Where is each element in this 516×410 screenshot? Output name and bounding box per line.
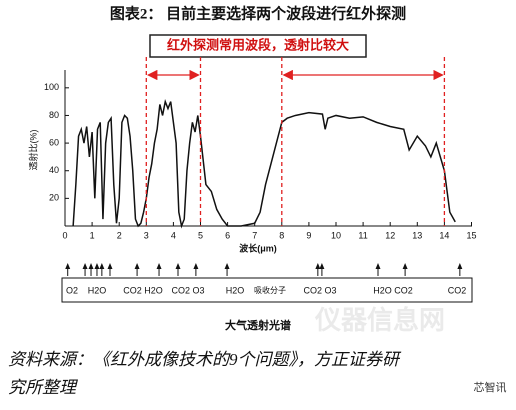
footer-line: 资料来源：《红外成像技术的9个问题》，方正证券研	[8, 350, 402, 369]
y-tick-label: 100	[44, 82, 59, 92]
y-tick-label: 20	[49, 193, 59, 203]
x-tick-label: 12	[385, 230, 395, 240]
x-tick-label: 6	[225, 230, 230, 240]
absorption-arrow-head	[193, 263, 199, 269]
absorption-arrow-head	[175, 263, 181, 269]
x-tick-label: 8	[279, 230, 284, 240]
x-tick-label: 1	[90, 230, 95, 240]
absorption-arrow-head	[319, 263, 325, 269]
y-tick-label: 40	[49, 165, 59, 175]
caption: 大气透射光谱	[225, 318, 291, 332]
x-tick-label: 7	[252, 230, 257, 240]
x-axis-label: 波长(μm)	[239, 242, 277, 253]
absorption-label: CO2 O3	[303, 285, 336, 295]
watermark: 芯智讯	[474, 380, 507, 394]
absorption-arrow-head	[375, 263, 381, 269]
absorption-label: H2O	[88, 285, 107, 295]
x-tick-label: 11	[358, 230, 367, 240]
absorption-arrow-head	[88, 263, 94, 269]
y-tick-label: 80	[49, 110, 59, 120]
y-axis-label: 透射比(%)	[27, 130, 38, 171]
watermark: 仪器信息网	[314, 305, 445, 335]
title: 图表2： 目前主要选择两个波段进行红外探测	[110, 4, 406, 22]
absorption-arrow-head	[65, 263, 71, 269]
x-tick-label: 4	[171, 230, 176, 240]
x-tick-label: 3	[144, 230, 149, 240]
absorption-arrow-head	[457, 263, 463, 269]
absorption-arrow-head	[315, 263, 321, 269]
x-tick-label: 2	[117, 230, 122, 240]
absorption-arrow-head	[94, 263, 100, 269]
x-tick-label: 0	[62, 230, 67, 240]
footer-line: 究所整理	[8, 378, 78, 397]
absorption-label: CO2 O3	[171, 285, 204, 295]
absorption-arrow-head	[156, 263, 162, 269]
absorption-arrow-head	[107, 263, 113, 269]
absorption-arrow-head	[99, 263, 105, 269]
absorption-label: O2	[66, 285, 78, 295]
absorption-label: CO2	[448, 285, 467, 295]
x-tick-label: 15	[466, 230, 476, 240]
absorption-label: H2O	[226, 285, 245, 295]
x-tick-label: 10	[331, 230, 341, 240]
absorption-label: H2O CO2	[373, 285, 413, 295]
transmission-line	[72, 98, 456, 229]
annotation: 红外探测常用波段，透射比较大	[167, 37, 349, 52]
y-tick-label: 60	[49, 137, 59, 147]
absorption-label: CO2 H2O	[123, 285, 163, 295]
x-tick-label: 5	[198, 230, 203, 240]
x-tick-label: 9	[306, 230, 311, 240]
absorption-arrow-head	[82, 263, 88, 269]
absorption-arrow-head	[402, 263, 408, 269]
absorption-box	[61, 277, 473, 303]
absorption-arrow-head	[224, 263, 230, 269]
x-tick-label: 13	[412, 230, 422, 240]
annotation-box	[149, 34, 367, 58]
absorption-label: 吸收分子	[254, 285, 286, 295]
x-tick-label: 14	[439, 230, 449, 240]
absorption-arrow-head	[134, 263, 140, 269]
